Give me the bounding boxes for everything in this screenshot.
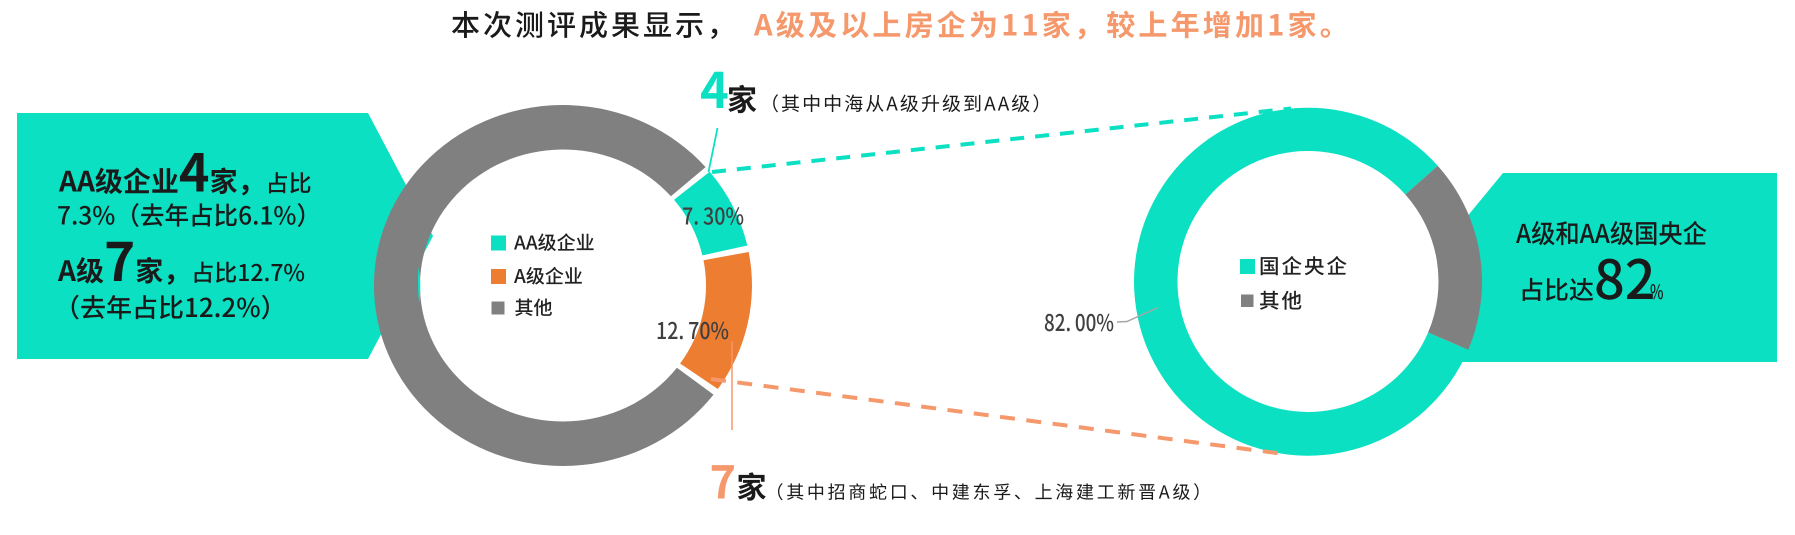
svg-text:国企央企: 国企央企 (1259, 250, 1349, 280)
svg-text:家: 家 (737, 463, 767, 507)
svg-text:本次测评成果显示，: 本次测评成果显示， (451, 3, 739, 45)
svg-text:A级及以上房企为11家，较上年增加1家。: A级及以上房企为11家，较上年增加1家。 (753, 3, 1352, 45)
svg-text:其他: 其他 (1259, 284, 1304, 314)
svg-text:4: 4 (700, 52, 729, 123)
svg-text:其他: 其他 (515, 294, 553, 321)
svg-text:（其中招商蛇口、中建东孚、上海建工新晋A级）: （其中招商蛇口、中建东孚、上海建工新晋A级） (766, 479, 1214, 505)
svg-text:（去年占比12.2%）: （去年占比12.2%） (54, 288, 287, 325)
svg-text:%: % (1650, 276, 1664, 305)
svg-text:7: 7 (710, 447, 737, 512)
svg-text:（其中中海从A级升级到AA级）: （其中中海从A级升级到AA级） (760, 90, 1053, 117)
svg-text:7.3%（去年占比6.1%）: 7.3%（去年占比6.1%） (57, 197, 321, 233)
svg-text:12. 70%: 12. 70% (656, 312, 729, 346)
svg-text:A级企业: A级企业 (514, 262, 583, 289)
svg-text:82. 00%: 82. 00% (1044, 304, 1114, 338)
svg-text:A级和AA级国央企: A级和AA级国央企 (1516, 214, 1707, 251)
svg-text:7. 30%: 7. 30% (682, 198, 744, 232)
svg-text:家: 家 (727, 75, 757, 119)
svg-text:AA级企业: AA级企业 (514, 229, 595, 256)
